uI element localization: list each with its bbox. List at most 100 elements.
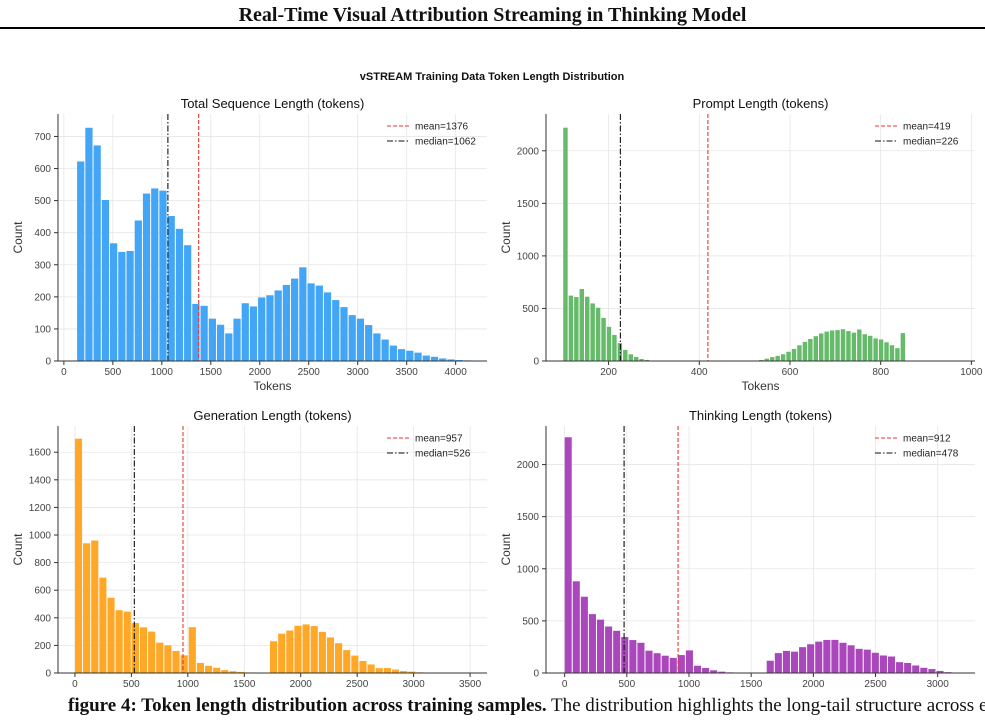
x-tick-label: 1000 bbox=[960, 367, 983, 378]
histogram-bar bbox=[422, 355, 430, 361]
y-axis-label: Count bbox=[499, 533, 513, 566]
histogram-bar bbox=[628, 354, 633, 361]
y-tick-label: 0 bbox=[45, 669, 51, 680]
x-tick-label: 500 bbox=[618, 679, 635, 690]
histogram-bar bbox=[710, 670, 718, 673]
y-tick-label: 0 bbox=[533, 669, 539, 680]
legend-median-label: median=1062 bbox=[415, 137, 476, 148]
histogram-bar bbox=[118, 251, 126, 361]
histogram-bar bbox=[208, 318, 216, 361]
x-axis-label: Tokens bbox=[253, 691, 291, 693]
histogram-bar bbox=[439, 358, 447, 361]
x-tick-label: 2500 bbox=[346, 679, 369, 690]
histogram-bar bbox=[645, 650, 653, 673]
header-rule bbox=[0, 27, 985, 29]
y-tick-label: 200 bbox=[34, 641, 51, 652]
histogram-bar bbox=[406, 350, 414, 361]
histogram-bar bbox=[873, 338, 878, 361]
histogram-bar bbox=[164, 645, 172, 673]
y-tick-label: 700 bbox=[34, 132, 51, 143]
x-tick-label: 1000 bbox=[151, 367, 174, 378]
histogram-bar bbox=[270, 641, 278, 673]
x-tick-label: 3000 bbox=[927, 679, 950, 690]
histogram-bar bbox=[863, 649, 871, 673]
y-axis-label: Count bbox=[11, 533, 25, 566]
histogram-bar bbox=[204, 665, 213, 673]
histogram-bar bbox=[373, 333, 381, 361]
histogram-bar bbox=[291, 278, 299, 361]
x-axis-label: Tokens bbox=[741, 379, 779, 393]
histogram-bar bbox=[107, 597, 115, 673]
histogram-bar bbox=[563, 127, 568, 362]
histogram-bar bbox=[348, 315, 356, 361]
x-tick-label: 400 bbox=[691, 367, 708, 378]
histogram-bar bbox=[326, 637, 335, 673]
x-tick-label: 3500 bbox=[459, 679, 482, 690]
y-tick-label: 200 bbox=[34, 292, 51, 303]
histogram-bar bbox=[928, 669, 936, 673]
y-tick-label: 800 bbox=[34, 558, 51, 569]
histogram-bar bbox=[815, 641, 823, 673]
histogram-bar bbox=[400, 671, 408, 673]
figure: vSTREAM Training Data Token Length Distr… bbox=[0, 30, 985, 705]
histogram-bar bbox=[115, 610, 123, 673]
x-tick-label: 0 bbox=[61, 367, 67, 378]
histogram-bar bbox=[123, 611, 131, 673]
histogram-bar bbox=[774, 653, 782, 673]
y-tick-label: 600 bbox=[34, 164, 51, 175]
histogram-bar bbox=[823, 639, 831, 673]
y-tick-label: 1500 bbox=[517, 199, 540, 210]
histogram-bar bbox=[172, 650, 180, 673]
histogram-bar bbox=[596, 619, 605, 673]
histogram-bar bbox=[365, 325, 373, 361]
histogram-bar bbox=[188, 627, 196, 673]
histogram-bar bbox=[780, 354, 786, 361]
histogram-bar bbox=[601, 317, 606, 361]
histogram-bar bbox=[77, 161, 85, 361]
x-tick-label: 3000 bbox=[402, 679, 425, 690]
histogram-bar bbox=[241, 303, 249, 361]
y-tick-label: 500 bbox=[522, 616, 539, 627]
histogram-bar bbox=[99, 577, 107, 673]
histogram-bar bbox=[381, 339, 389, 361]
histogram-bar bbox=[790, 651, 799, 673]
x-tick-label: 1000 bbox=[177, 679, 200, 690]
figure-caption: figure 4: Token length distribution acro… bbox=[0, 694, 985, 728]
caption-text: figure 4: Token length distribution acro… bbox=[68, 695, 985, 717]
x-axis-label: Tokens bbox=[741, 691, 779, 693]
histogram-bar bbox=[229, 671, 237, 673]
histogram-bar bbox=[629, 640, 637, 673]
x-tick-label: 2000 bbox=[802, 679, 825, 690]
histogram-bar bbox=[91, 540, 99, 673]
y-tick-label: 1000 bbox=[517, 251, 540, 262]
histogram-bar bbox=[802, 341, 808, 361]
histogram-bar bbox=[797, 345, 802, 361]
histogram-bar bbox=[920, 667, 928, 673]
histogram-bar bbox=[343, 650, 351, 673]
histogram-bar bbox=[414, 352, 422, 361]
y-tick-label: 300 bbox=[34, 260, 51, 271]
x-tick-label: 600 bbox=[782, 367, 799, 378]
y-tick-label: 1000 bbox=[29, 531, 52, 542]
histogram-bar bbox=[623, 349, 628, 361]
x-tick-label: 0 bbox=[562, 679, 568, 690]
histogram-bar bbox=[126, 250, 134, 361]
x-tick-label: 1500 bbox=[233, 679, 256, 690]
histogram-bar bbox=[855, 648, 863, 673]
histogram-bar bbox=[588, 614, 596, 673]
histogram-bar bbox=[74, 438, 83, 673]
histogram-bar bbox=[653, 653, 661, 673]
x-tick-label: 1000 bbox=[678, 679, 701, 690]
histogram-bar bbox=[142, 193, 151, 361]
histogram-bar bbox=[430, 356, 439, 361]
histogram-bar bbox=[299, 267, 307, 361]
histogram-bar bbox=[192, 303, 200, 361]
histogram-bar bbox=[685, 650, 693, 673]
legend-mean-label: mean=957 bbox=[415, 434, 463, 445]
histogram-bar bbox=[831, 639, 839, 673]
histogram-bar bbox=[447, 359, 455, 361]
histogram-bar bbox=[274, 290, 282, 361]
chart-panel-2: 200 400 600 800 1000 0 500 1000 1500 2000 Prompt L… bbox=[499, 96, 983, 393]
legend-median-label: median=226 bbox=[903, 137, 959, 148]
histogram-bar bbox=[799, 647, 807, 673]
